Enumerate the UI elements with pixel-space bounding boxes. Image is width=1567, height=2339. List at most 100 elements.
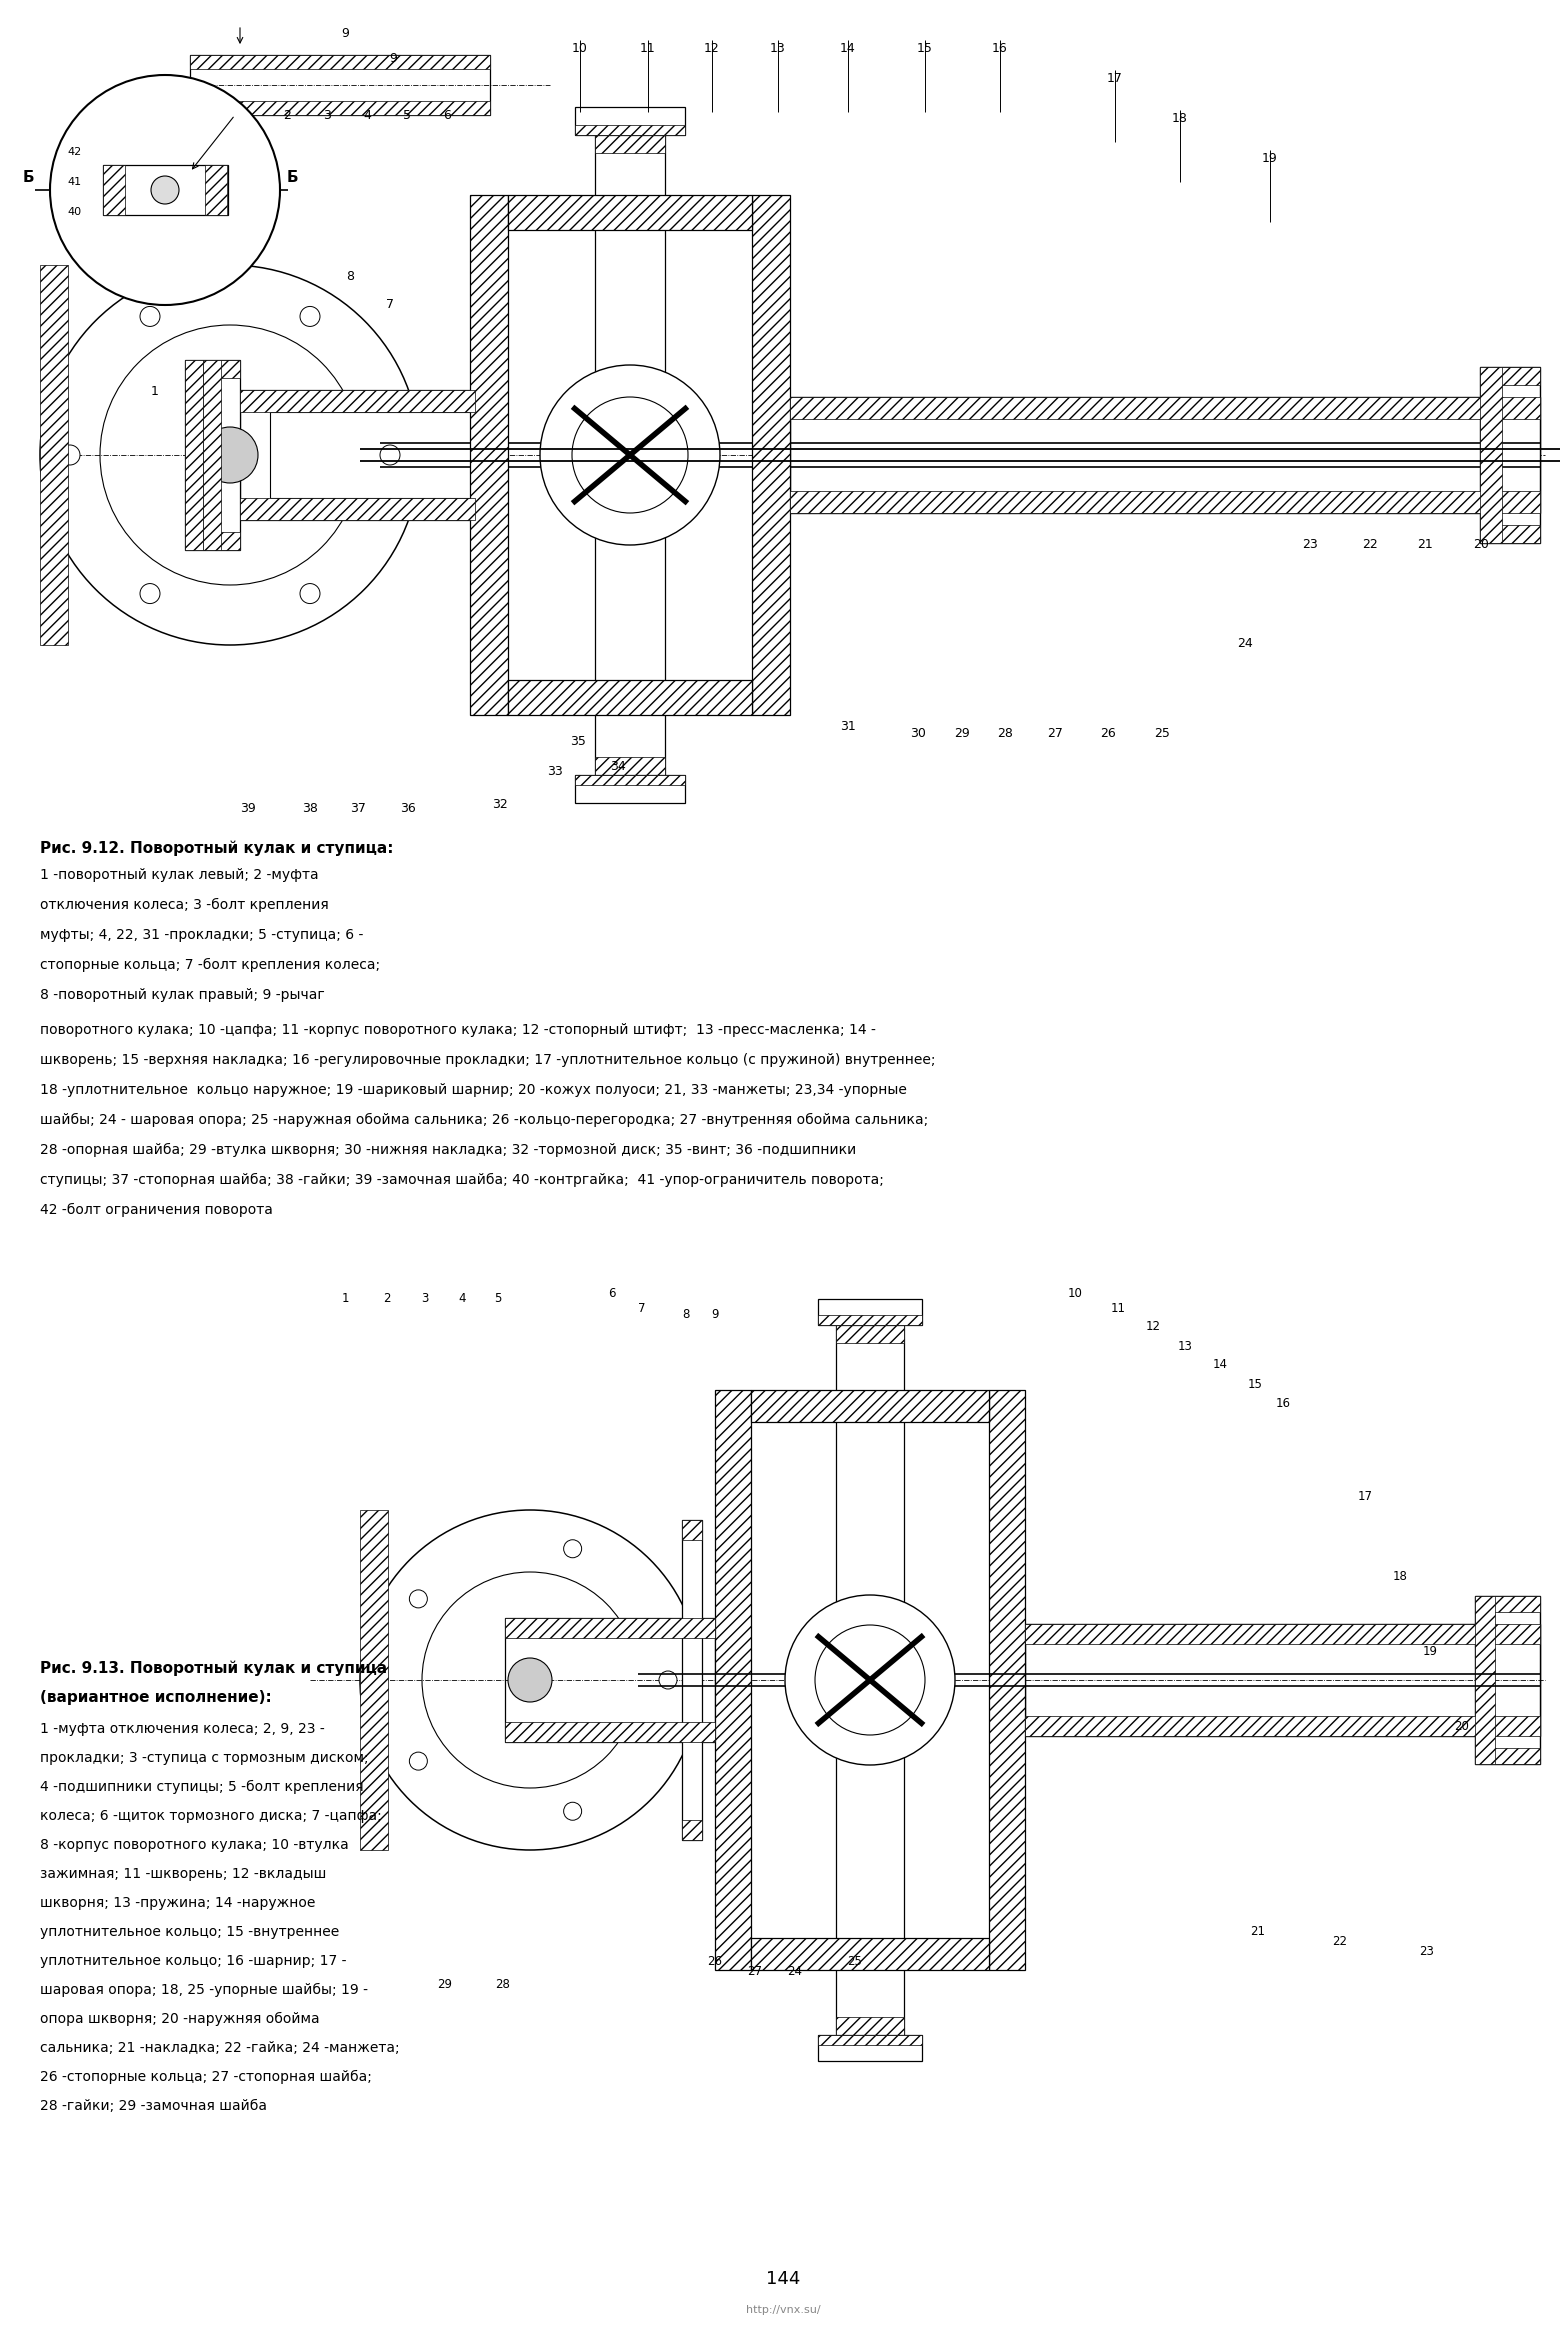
- Text: 5: 5: [403, 110, 411, 122]
- Text: 7: 7: [638, 1303, 646, 1315]
- Text: 5: 5: [494, 1291, 501, 1305]
- Bar: [103, 166, 229, 215]
- Text: 6: 6: [608, 1286, 616, 1300]
- Text: 31: 31: [840, 720, 856, 732]
- Bar: [1479, 367, 1503, 543]
- Text: 2: 2: [284, 110, 291, 122]
- Text: 23: 23: [1302, 538, 1318, 552]
- Text: 26 -стопорные кольца; 27 -стопорная шайба;: 26 -стопорные кольца; 27 -стопорная шайб…: [41, 2070, 371, 2084]
- Text: 25: 25: [1153, 727, 1171, 739]
- Text: 39: 39: [240, 802, 255, 814]
- Text: 20: 20: [1473, 538, 1489, 552]
- Circle shape: [139, 582, 160, 603]
- Circle shape: [381, 444, 400, 465]
- Bar: [204, 360, 221, 550]
- Text: 14: 14: [840, 42, 856, 56]
- Text: 2: 2: [384, 1291, 390, 1305]
- Text: 14: 14: [1213, 1359, 1227, 1371]
- Text: 22: 22: [1332, 1934, 1348, 1948]
- Text: 42 -болт ограничения поворота: 42 -болт ограничения поворота: [41, 1202, 273, 1216]
- Bar: [751, 1389, 989, 1422]
- Circle shape: [100, 325, 360, 585]
- Text: 144: 144: [766, 2271, 801, 2288]
- Bar: [205, 166, 227, 215]
- Bar: [682, 1520, 702, 1539]
- Text: 18: 18: [1393, 1569, 1407, 1584]
- Text: Рис. 9.13. Поворотный кулак и ступица: Рис. 9.13. Поворотный кулак и ступица: [41, 1661, 387, 1675]
- Bar: [752, 194, 790, 716]
- Bar: [1475, 1595, 1540, 1764]
- Text: 15: 15: [917, 42, 932, 56]
- Bar: [715, 1389, 751, 1969]
- Text: шкворня; 13 -пружина; 14 -наружное: шкворня; 13 -пружина; 14 -наружное: [41, 1897, 315, 1911]
- Bar: [185, 360, 240, 379]
- Text: 6: 6: [443, 110, 451, 122]
- Text: 41: 41: [67, 178, 81, 187]
- Text: 33: 33: [547, 765, 563, 779]
- Text: 8: 8: [682, 1308, 689, 1322]
- Text: муфты; 4, 22, 31 -прокладки; 5 -ступица; 6 -: муфты; 4, 22, 31 -прокладки; 5 -ступица;…: [41, 929, 364, 943]
- Bar: [240, 498, 475, 519]
- Text: 29: 29: [437, 1979, 453, 1990]
- Bar: [837, 1324, 904, 1343]
- Circle shape: [299, 306, 320, 327]
- Circle shape: [660, 1670, 677, 1689]
- Text: 27: 27: [747, 1965, 763, 1979]
- Bar: [575, 108, 685, 136]
- Bar: [270, 412, 475, 498]
- Text: 12: 12: [1145, 1319, 1161, 1333]
- Text: 28: 28: [997, 727, 1012, 739]
- Text: 10: 10: [1067, 1286, 1083, 1300]
- Text: 1 -поворотный кулак левый; 2 -муфта: 1 -поворотный кулак левый; 2 -муфта: [41, 868, 318, 882]
- Bar: [1479, 524, 1540, 543]
- Bar: [989, 1389, 1025, 1969]
- Bar: [682, 1520, 702, 1841]
- Bar: [103, 166, 125, 215]
- Text: 28 -опорная шайба; 29 -втулка шкворня; 30 -нижняя накладка; 32 -тормозной диск; : 28 -опорная шайба; 29 -втулка шкворня; 3…: [41, 1144, 856, 1158]
- Text: отключения колеса; 3 -болт крепления: отключения колеса; 3 -болт крепления: [41, 898, 329, 912]
- Bar: [818, 2035, 921, 2061]
- Text: 24: 24: [788, 1965, 802, 1979]
- Circle shape: [409, 1752, 428, 1771]
- Circle shape: [422, 1572, 638, 1787]
- Circle shape: [299, 582, 320, 603]
- Text: 17: 17: [1357, 1490, 1373, 1504]
- Bar: [190, 56, 490, 68]
- Circle shape: [785, 1595, 954, 1766]
- Bar: [1475, 1595, 1495, 1764]
- Bar: [818, 1298, 921, 1324]
- Bar: [790, 398, 1540, 512]
- Bar: [505, 1619, 715, 1637]
- Bar: [1479, 367, 1540, 543]
- Bar: [41, 264, 67, 646]
- Bar: [240, 391, 475, 519]
- Text: http://vnx.su/: http://vnx.su/: [746, 2304, 820, 2316]
- Text: 4: 4: [458, 1291, 465, 1305]
- Circle shape: [150, 175, 179, 203]
- Text: 22: 22: [1362, 538, 1377, 552]
- Text: 18: 18: [1172, 112, 1188, 124]
- Circle shape: [541, 365, 719, 545]
- Text: 21: 21: [1417, 538, 1432, 552]
- Text: 8 -корпус поворотного кулака; 10 -втулка: 8 -корпус поворотного кулака; 10 -втулка: [41, 1838, 349, 1852]
- Bar: [190, 56, 490, 115]
- Text: 4 -подшипники ступицы; 5 -болт крепления: 4 -подшипники ступицы; 5 -болт крепления: [41, 1780, 364, 1794]
- Text: уплотнительное кольцо; 16 -шарнир; 17 -: уплотнительное кольцо; 16 -шарнир; 17 -: [41, 1953, 346, 1967]
- Text: 34: 34: [610, 760, 625, 772]
- Bar: [1025, 1623, 1540, 1736]
- Circle shape: [41, 264, 420, 646]
- Text: опора шкворня; 20 -наружняя обойма: опора шкворня; 20 -наружняя обойма: [41, 2012, 320, 2026]
- Bar: [575, 124, 685, 136]
- Text: 23: 23: [1420, 1946, 1434, 1958]
- Bar: [185, 531, 240, 550]
- Text: 38: 38: [302, 802, 318, 814]
- Text: 16: 16: [992, 42, 1008, 56]
- Text: шкворень; 15 -верхняя накладка; 16 -регулировочные прокладки; 17 -уплотнительное: шкворень; 15 -верхняя накладка; 16 -регу…: [41, 1053, 935, 1067]
- Text: 28 -гайки; 29 -замочная шайба: 28 -гайки; 29 -замочная шайба: [41, 2098, 266, 2112]
- Text: сальника; 21 -накладка; 22 -гайка; 24 -манжета;: сальника; 21 -накладка; 22 -гайка; 24 -м…: [41, 2042, 400, 2056]
- Text: 1: 1: [150, 386, 158, 398]
- Text: 16: 16: [1276, 1396, 1291, 1410]
- Circle shape: [508, 1658, 552, 1703]
- Text: 1: 1: [342, 1291, 349, 1305]
- Bar: [1475, 1747, 1540, 1764]
